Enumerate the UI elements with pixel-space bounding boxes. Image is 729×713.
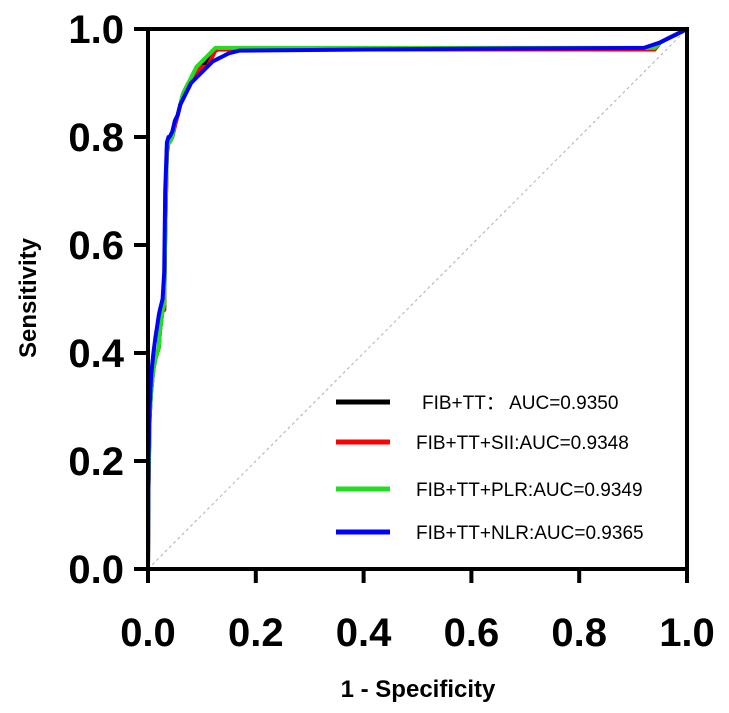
legend-label-4: FIB+TT+NLR:AUC=0.9365 (416, 523, 644, 544)
y-tick-label: 0.0 (68, 548, 124, 592)
y-tick-label: 0.4 (68, 332, 124, 376)
x-tick-label: 1.0 (659, 611, 715, 655)
y-axis-title: Sensitivity (15, 237, 42, 358)
legend-label-2: FIB+TT+SII:AUC=0.9348 (416, 433, 629, 454)
legend-label-3: FIB+TT+PLR:AUC=0.9349 (416, 480, 643, 501)
x-axis-title: 1 - Specificity (341, 676, 496, 703)
x-tick-label: 0.2 (228, 611, 284, 655)
legend-label-1: FIB+TT： AUC=0.9350 (422, 393, 618, 414)
x-tick-label: 0.6 (444, 611, 500, 655)
series-line-4 (146, 27, 689, 571)
y-tick-label: 0.2 (68, 440, 124, 484)
x-tick-label: 0.8 (551, 611, 607, 655)
legend: FIB+TT： AUC=0.9350 FIB+TT+SII:AUC=0.9348 F… (336, 393, 644, 544)
reference-diagonal (147, 28, 688, 570)
y-tick-label: 0.6 (68, 224, 124, 268)
x-tick-label: 0.0 (120, 611, 176, 655)
y-tick-label: 0.8 (68, 116, 124, 160)
y-tick-label: 1.0 (68, 8, 124, 52)
x-tick-label: 0.4 (336, 611, 392, 655)
